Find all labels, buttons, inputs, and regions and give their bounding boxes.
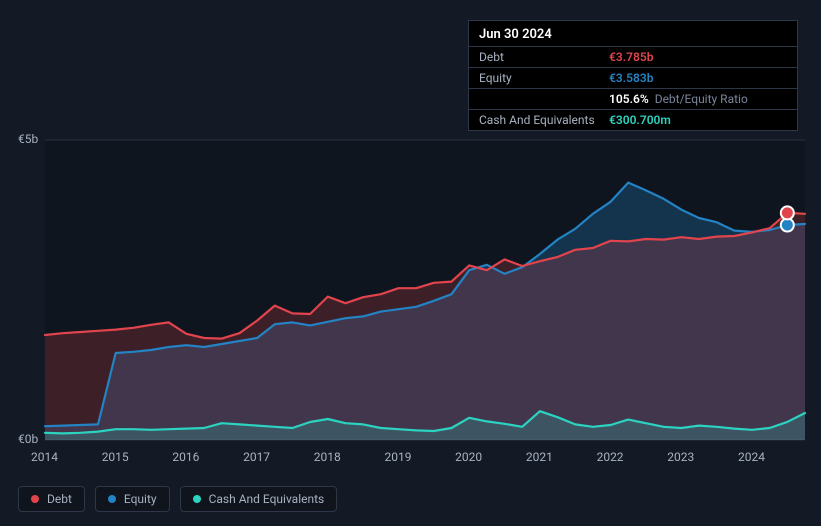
x-tick-label: 2020 bbox=[455, 450, 482, 464]
tooltip-row-label bbox=[479, 92, 609, 106]
y-tick-label: €0b bbox=[18, 432, 38, 446]
legend-item-cash[interactable]: Cash And Equivalents bbox=[180, 486, 338, 512]
tooltip-row: Cash And Equivalents€300.700m bbox=[469, 110, 797, 130]
tooltip-row-label: Debt bbox=[479, 50, 609, 64]
legend-item-equity[interactable]: Equity bbox=[95, 486, 170, 512]
legend-item-debt[interactable]: Debt bbox=[18, 486, 85, 512]
y-tick-label: €5b bbox=[18, 132, 38, 146]
tooltip-row: Debt€3.785b bbox=[469, 47, 797, 68]
x-tick-label: 2021 bbox=[526, 450, 553, 464]
tooltip-row-label: Equity bbox=[479, 71, 609, 85]
tooltip-row-value: €3.785b bbox=[609, 50, 653, 64]
x-tick-label: 2019 bbox=[384, 450, 411, 464]
chart-legend: Debt Equity Cash And Equivalents bbox=[18, 486, 337, 512]
tooltip-row-suffix: Debt/Equity Ratio bbox=[655, 92, 748, 106]
tooltip-row-value: €3.583b bbox=[609, 71, 653, 85]
x-tick-label: 2018 bbox=[314, 450, 341, 464]
tooltip-row: 105.6% Debt/Equity Ratio bbox=[469, 89, 797, 110]
legend-dot-icon bbox=[31, 495, 39, 503]
legend-item-label: Equity bbox=[124, 492, 157, 506]
x-tick-label: 2024 bbox=[738, 450, 765, 464]
financial-chart: €0b €5b 2014 2015 2016 2017 2018 2019 2020 2021 2… bbox=[0, 0, 821, 526]
legend-item-label: Debt bbox=[47, 492, 72, 506]
x-tick-label: 2014 bbox=[31, 450, 58, 464]
legend-item-label: Cash And Equivalents bbox=[209, 492, 325, 506]
tooltip-row-value: €300.700m bbox=[609, 113, 671, 127]
legend-dot-icon bbox=[193, 495, 201, 503]
tooltip-date: Jun 30 2024 bbox=[469, 21, 797, 47]
x-tick-label: 2022 bbox=[597, 450, 624, 464]
tooltip-row-value: 105.6% bbox=[609, 92, 649, 106]
x-tick-label: 2023 bbox=[667, 450, 694, 464]
tooltip-row: Equity€3.583b bbox=[469, 68, 797, 89]
legend-dot-icon bbox=[108, 495, 116, 503]
tooltip-row-label: Cash And Equivalents bbox=[479, 113, 609, 127]
x-tick-label: 2015 bbox=[102, 450, 129, 464]
x-tick-label: 2016 bbox=[172, 450, 199, 464]
x-tick-label: 2017 bbox=[243, 450, 270, 464]
chart-tooltip: Jun 30 2024 Debt€3.785bEquity€3.583b105.… bbox=[468, 20, 798, 131]
